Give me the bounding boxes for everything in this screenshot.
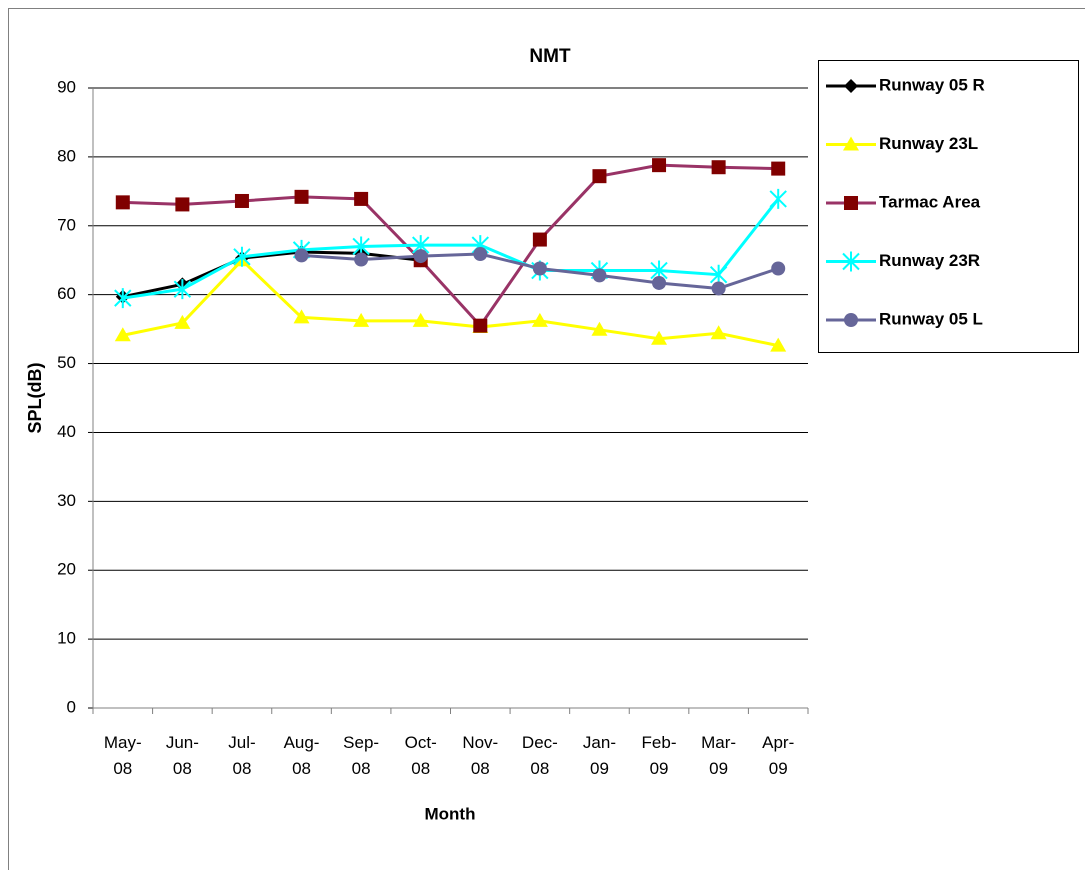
marker bbox=[412, 312, 429, 327]
marker bbox=[591, 321, 608, 336]
x-tick-label: Nov-08 bbox=[462, 733, 499, 778]
marker bbox=[770, 337, 787, 352]
marker bbox=[473, 318, 488, 333]
legend-marker bbox=[842, 251, 860, 272]
marker bbox=[114, 288, 132, 309]
marker bbox=[711, 160, 726, 175]
y-tick-label: 20 bbox=[57, 560, 76, 579]
marker bbox=[294, 189, 309, 204]
y-tick-label: 10 bbox=[57, 629, 76, 648]
y-tick-label: 60 bbox=[57, 284, 76, 303]
marker bbox=[175, 197, 190, 212]
x-tick-label: Jul-08 bbox=[228, 733, 256, 778]
legend-marker bbox=[844, 196, 858, 210]
legend-box bbox=[818, 60, 1079, 353]
legend-label: Runway 23L bbox=[879, 134, 978, 153]
marker bbox=[652, 275, 667, 290]
x-tick-label: Apr-09 bbox=[762, 733, 795, 778]
marker bbox=[473, 247, 488, 262]
marker bbox=[233, 246, 251, 267]
marker bbox=[174, 314, 191, 329]
marker bbox=[353, 312, 370, 327]
marker bbox=[532, 232, 547, 247]
y-tick-label: 30 bbox=[57, 491, 76, 510]
marker bbox=[651, 330, 668, 345]
marker bbox=[173, 279, 192, 300]
y-tick-label: 90 bbox=[57, 77, 76, 96]
x-tick-label: Jan-09 bbox=[582, 733, 616, 778]
x-tick-label: Sep-08 bbox=[343, 733, 380, 778]
y-tick-label: 0 bbox=[67, 697, 76, 716]
marker bbox=[652, 158, 667, 173]
marker bbox=[531, 312, 548, 327]
marker bbox=[532, 261, 547, 276]
marker bbox=[771, 261, 786, 276]
marker bbox=[354, 252, 369, 267]
y-tick-label: 40 bbox=[57, 422, 76, 441]
marker bbox=[293, 309, 310, 324]
series-line bbox=[122, 163, 779, 328]
series-line bbox=[122, 250, 421, 299]
y-tick-label: 50 bbox=[57, 353, 76, 372]
marker bbox=[769, 188, 787, 209]
x-tick-label: Oct-08 bbox=[404, 733, 437, 778]
chart-frame bbox=[8, 8, 1085, 870]
series-line bbox=[122, 258, 779, 348]
marker bbox=[354, 191, 369, 206]
marker bbox=[710, 325, 727, 340]
marker bbox=[592, 169, 607, 184]
x-tick-label: Mar-09 bbox=[701, 733, 737, 778]
marker bbox=[115, 195, 130, 210]
y-tick-label: 80 bbox=[57, 146, 76, 165]
legend-marker bbox=[844, 79, 858, 93]
marker bbox=[413, 249, 428, 264]
legend-label: Runway 05 L bbox=[879, 309, 983, 328]
x-tick-label: May-08 bbox=[103, 733, 142, 778]
x-axis-title: Month bbox=[425, 804, 476, 823]
legend-marker bbox=[843, 136, 859, 151]
legend-label: Tarmac Area bbox=[879, 192, 981, 211]
marker bbox=[711, 281, 726, 296]
marker bbox=[709, 264, 728, 285]
x-tick-label: Aug-08 bbox=[283, 733, 320, 778]
marker bbox=[592, 268, 607, 283]
x-tick-label: Dec-08 bbox=[521, 733, 558, 778]
marker bbox=[234, 193, 249, 208]
marker bbox=[294, 248, 309, 263]
x-tick-label: Jun-08 bbox=[165, 733, 199, 778]
chart-title: NMT bbox=[529, 46, 571, 67]
y-axis-title: SPL(dB) bbox=[25, 363, 45, 434]
marker bbox=[114, 327, 131, 342]
legend-label: Runway 05 R bbox=[879, 75, 985, 94]
legend-marker bbox=[844, 313, 858, 327]
marker bbox=[771, 161, 786, 176]
y-tick-label: 70 bbox=[57, 215, 76, 234]
legend-label: Runway 23R bbox=[879, 251, 980, 270]
x-tick-label: Feb-09 bbox=[641, 733, 677, 778]
series-line bbox=[122, 197, 780, 300]
